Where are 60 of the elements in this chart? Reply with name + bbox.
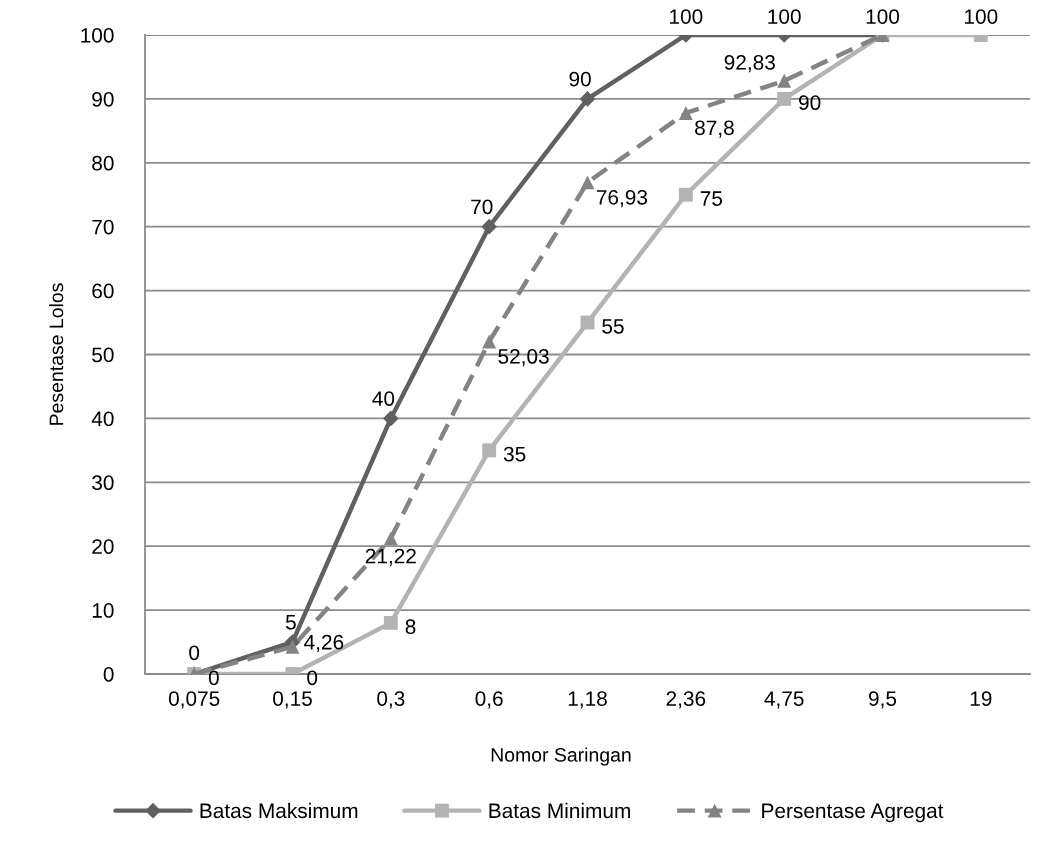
y-axis-title: Pesentase Lolos — [48, 283, 64, 425]
data-label: 4,26 — [304, 634, 344, 653]
point — [382, 410, 399, 427]
y-tick-label: 0 — [103, 667, 114, 682]
data-label: 90 — [799, 95, 821, 111]
x-tick-label: 9,5 — [869, 691, 897, 709]
data-label: 100 — [670, 9, 703, 24]
x-axis-title: Nomor Saringan — [491, 747, 631, 766]
y-tick-label: 70 — [92, 219, 114, 235]
data-label: 100 — [768, 9, 801, 24]
legend-label: Persentase Agregat — [762, 803, 944, 823]
data-label: 75 — [700, 191, 723, 206]
data-label: 0 — [189, 645, 200, 661]
data-label: 87,8 — [695, 120, 734, 138]
point — [285, 639, 300, 654]
point — [678, 106, 693, 120]
point — [482, 443, 497, 458]
point — [777, 73, 792, 88]
point — [383, 531, 398, 546]
x-tick-label: 0,6 — [475, 691, 503, 709]
x-tick-label: 0,15 — [273, 691, 312, 709]
data-label: 92,83 — [724, 55, 775, 73]
x-tick-label: 0,075 — [168, 691, 220, 709]
point — [481, 218, 498, 235]
point — [482, 334, 497, 349]
data-label: 35 — [503, 446, 526, 462]
data-label: 0 — [307, 670, 318, 686]
y-tick-label: 40 — [91, 411, 114, 427]
y-tick-label: 100 — [81, 28, 114, 43]
y-tick-label: 50 — [92, 347, 114, 363]
point — [579, 91, 596, 107]
data-label: 55 — [602, 319, 624, 334]
x-tick-label: 2,36 — [666, 691, 706, 709]
point — [678, 187, 693, 202]
y-tick-label: 80 — [92, 155, 114, 171]
data-label: 100 — [866, 9, 900, 24]
data-label: 21,22 — [365, 548, 416, 566]
x-tick-label: 4,75 — [764, 691, 804, 709]
y-tick-label: 30 — [92, 475, 114, 491]
data-label: 0 — [208, 670, 219, 686]
y-tick-label: 60 — [92, 283, 114, 299]
y-tick-label: 90 — [92, 91, 114, 107]
data-label: 5 — [285, 615, 296, 630]
legend-label: Batas Maksimum — [200, 802, 358, 819]
y-tick-label: 20 — [92, 539, 114, 554]
data-label: 40 — [372, 391, 395, 406]
data-label: 90 — [569, 71, 591, 87]
x-tick-label: 1,18 — [568, 691, 607, 709]
data-label: 70 — [471, 199, 493, 215]
x-tick-label: 19 — [970, 691, 992, 706]
data-label: 100 — [965, 9, 998, 24]
x-tick-label: 0,3 — [377, 691, 405, 709]
point — [383, 615, 398, 630]
point — [777, 91, 792, 106]
y-tick-label: 10 — [92, 603, 114, 618]
point — [580, 175, 595, 190]
data-label: 52,03 — [498, 349, 549, 367]
data-label: 8 — [405, 619, 416, 635]
legend-label: Batas Minimum — [489, 802, 630, 819]
data-label: 76,93 — [596, 189, 648, 208]
